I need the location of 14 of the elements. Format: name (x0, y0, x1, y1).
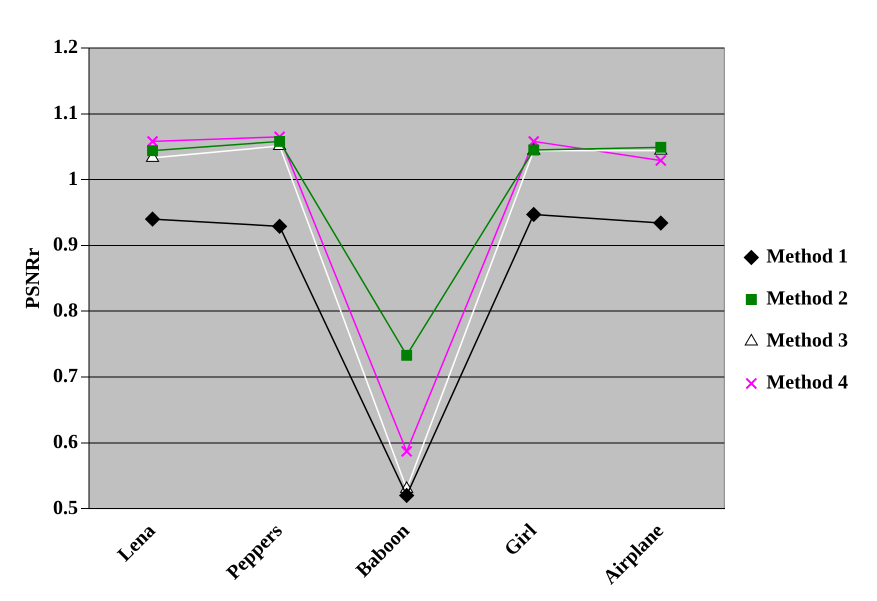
legend-label: Method 3 (766, 330, 848, 352)
y-tick-label: 0.5 (53, 496, 78, 519)
y-tick-label: 1.2 (53, 36, 78, 58)
y-tick-label: 0.8 (53, 299, 78, 322)
y-axis-title: PSNRr (22, 248, 44, 309)
legend-label: Method 4 (766, 372, 848, 394)
y-tick-label: 1 (68, 168, 78, 190)
legend-label: Method 1 (766, 246, 848, 268)
y-tick-label: 0.6 (53, 430, 78, 453)
legend-label: Method 2 (766, 288, 848, 310)
y-tick-label: 0.7 (53, 365, 78, 388)
y-tick-label: 0.9 (53, 234, 78, 256)
x-tick-label: Girl (500, 519, 542, 560)
y-tick-label: 1.1 (53, 102, 78, 124)
